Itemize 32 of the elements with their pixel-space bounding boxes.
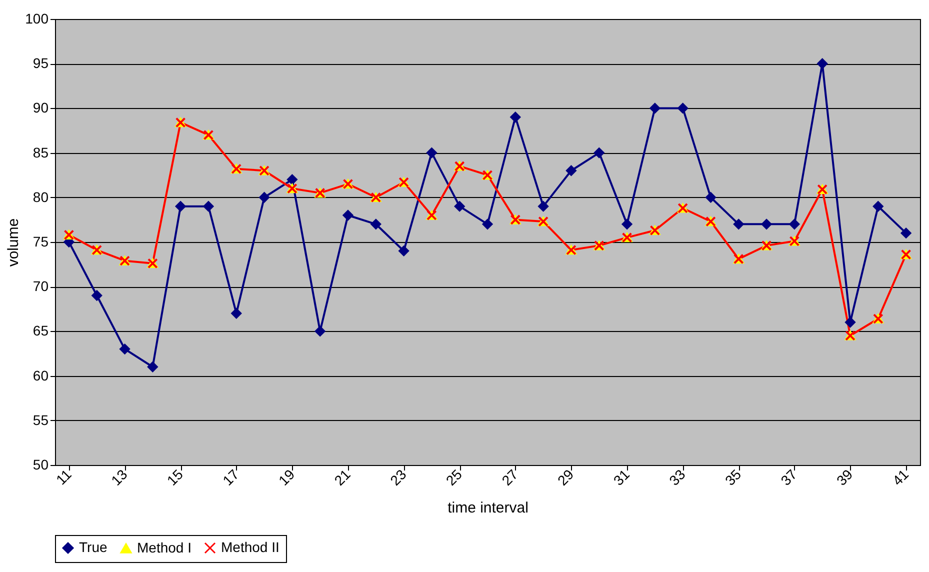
y-tick-label: 50 [32, 456, 49, 472]
legend-label: Method I [137, 539, 192, 556]
y-tick-label: 90 [32, 100, 49, 116]
y-tick-label: 80 [32, 188, 49, 205]
y-tick-label: 55 [32, 412, 49, 428]
x-tick-label: 39 [833, 466, 856, 488]
x-tick-label: 11 [52, 466, 75, 488]
x-tick-label: 33 [666, 466, 688, 488]
x-tick-label: 13 [108, 466, 130, 488]
x-tick-label: 29 [554, 466, 577, 488]
x-tick-label: 31 [610, 466, 633, 488]
x-tick-label: 35 [722, 466, 744, 488]
x-tick-label: 21 [331, 466, 354, 488]
y-tick-label: 65 [32, 322, 49, 339]
x-tick-label: 37 [778, 466, 800, 488]
y-tick-label: 95 [32, 55, 49, 72]
x-tick-label: 25 [442, 466, 466, 488]
legend-label: True [79, 539, 108, 555]
y-axis-title: volume [5, 218, 22, 267]
y-tick-label: 75 [32, 234, 49, 250]
x-tick-label: 27 [498, 466, 521, 488]
legend-label: Method II [221, 539, 280, 555]
y-tick-label: 100 [25, 10, 49, 26]
x-tick-label: 17 [219, 466, 242, 488]
y-tick-label: 60 [32, 367, 49, 384]
x-axis-title: time interval [448, 499, 528, 516]
y-tick-label: 85 [32, 144, 49, 160]
x-tick-label: 15 [164, 466, 186, 488]
x-tick-label: 41 [889, 466, 912, 488]
x-tick-label: 19 [275, 466, 298, 488]
y-tick-label: 70 [32, 278, 49, 294]
x-tick-label: 23 [386, 466, 410, 488]
